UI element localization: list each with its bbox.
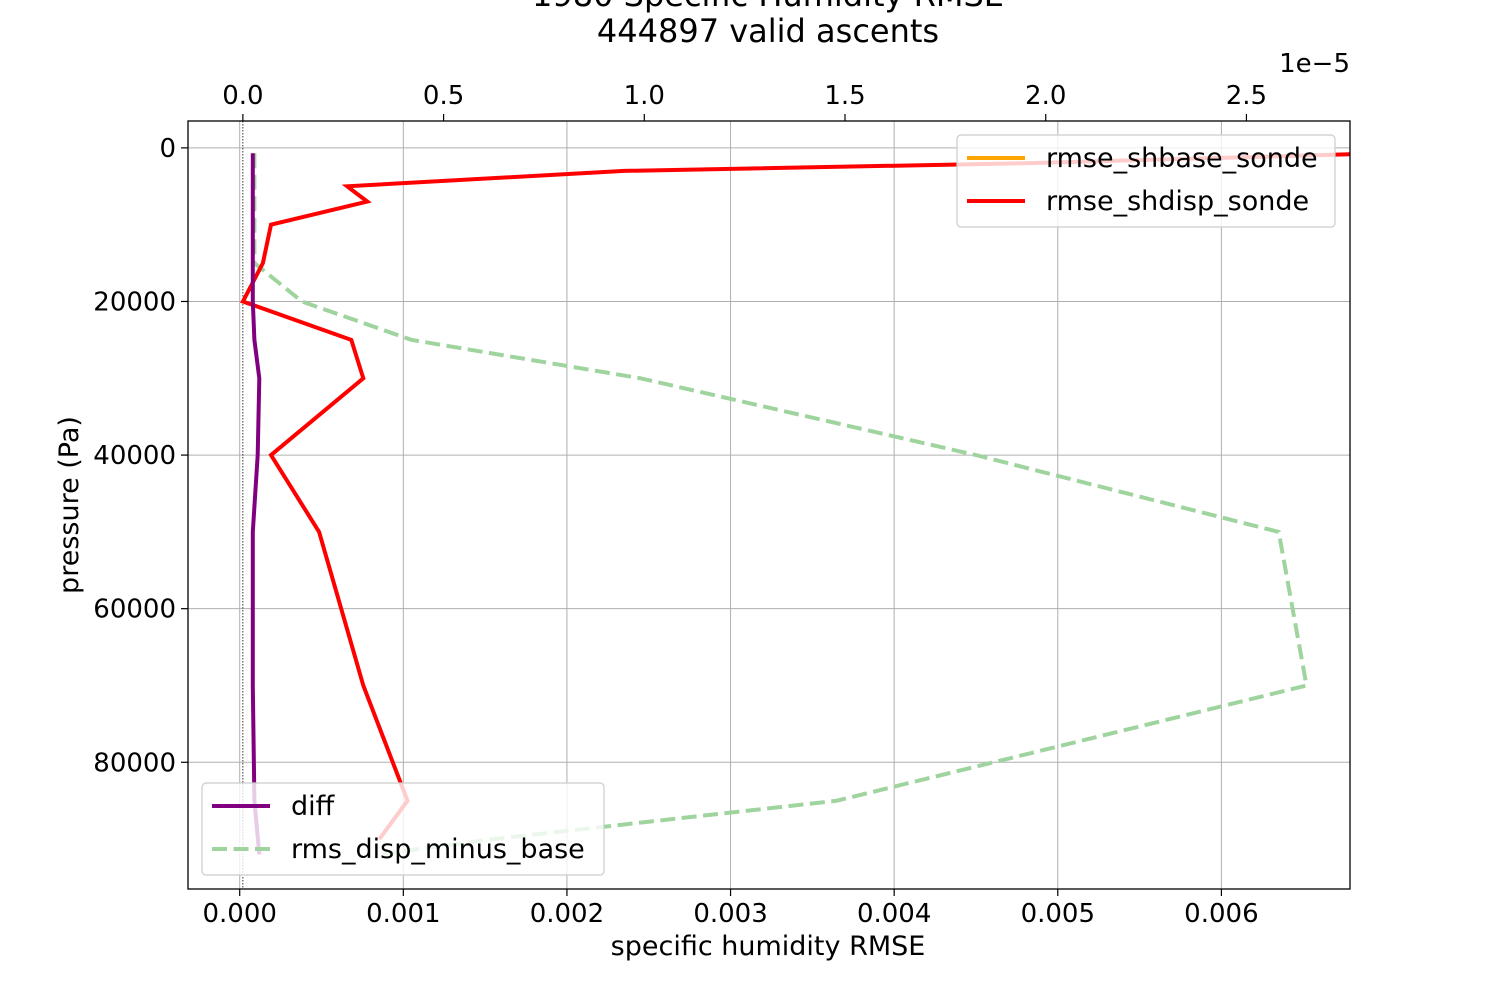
chart-title-line-2: 444897 valid ascents	[597, 12, 939, 50]
legend-label-rms-disp-minus-base: rms_disp_minus_base	[291, 834, 585, 865]
x-axis-label: specific humidity RMSE	[611, 931, 926, 962]
top-tick-label: 2.5	[1226, 81, 1267, 111]
axes-frame	[187, 120, 1351, 890]
y-axis-label: pressure (Pa)	[54, 416, 85, 594]
y-tick-label: 80000	[93, 748, 176, 778]
top-tick-label: 2.0	[1025, 81, 1066, 111]
top-tick-label: 1.0	[624, 81, 665, 111]
series-rmse-shdisp-sonde	[240, 152, 1350, 841]
y-tick-label: 0	[159, 134, 176, 164]
series-group	[240, 152, 1350, 857]
legend-upper-right: rmse_shbase_sonde rmse_shdisp_sonde	[956, 134, 1336, 228]
top-axis-offset-label: 1e−5	[1279, 49, 1350, 79]
legend-box	[956, 134, 1336, 228]
top-tick-label: 1.5	[824, 81, 865, 111]
legend-label-rmse-shdisp-sonde: rmse_shdisp_sonde	[1046, 186, 1309, 217]
legend-box	[201, 782, 605, 876]
chart-title-line-1: 1980 Specific Humidity RMSE	[532, 0, 1004, 14]
y-tick-label: 40000	[93, 441, 176, 471]
legend-label-rmse-shbase-sonde: rmse_shbase_sonde	[1046, 143, 1318, 174]
legend-label-diff: diff	[291, 791, 336, 822]
y-tick-label: 20000	[93, 287, 176, 317]
x-tick-label: 0.001	[366, 899, 440, 929]
top-tick-label: 0.0	[222, 81, 263, 111]
y-tick-label: 60000	[93, 595, 176, 625]
series-diff	[250, 153, 262, 855]
plot-frame	[187, 120, 1351, 890]
x-tick-label: 0.002	[530, 899, 604, 929]
legend-lower-left: diff rms_disp_minus_base	[201, 782, 605, 876]
x-tick-label: 0.003	[693, 899, 767, 929]
x-tick-label: 0.004	[857, 899, 931, 929]
x-tick-label: 0.005	[1021, 899, 1095, 929]
x-tick-label: 0.006	[1184, 899, 1258, 929]
x-tick-label: 0.000	[202, 899, 276, 929]
top-tick-label: 0.5	[423, 81, 464, 111]
tick-group: 0.000 0.001 0.002 0.003 0.004 0.005 0.006 0.0 0.…	[93, 81, 1267, 929]
